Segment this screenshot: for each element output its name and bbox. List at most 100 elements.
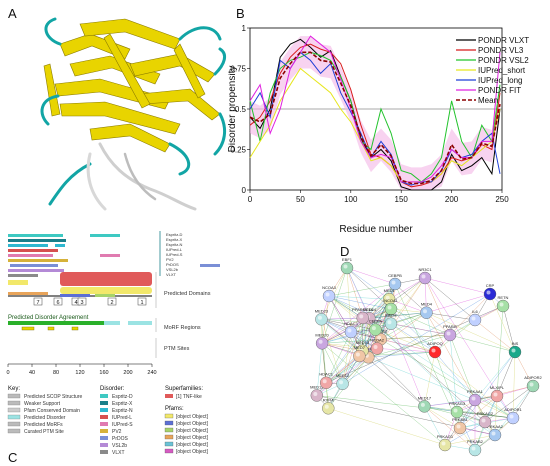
network-node-highlight [373, 344, 378, 349]
network-edge [321, 319, 327, 383]
network-edge [449, 334, 458, 413]
disorder-label: Espritz-N [112, 408, 133, 414]
key-swatch [7, 421, 21, 427]
predictor-bars [8, 234, 220, 277]
network-edge [328, 295, 392, 310]
network-node-highlight [529, 382, 534, 387]
network-edge [322, 343, 378, 349]
network-edge [390, 323, 436, 353]
network-edge [368, 351, 436, 358]
network-edge [390, 308, 451, 336]
pfam-swatch [164, 427, 174, 433]
network-edge [394, 283, 427, 313]
c-axis-tick-label: 240 [147, 370, 156, 376]
network-edge [394, 283, 461, 429]
network-edge [326, 331, 352, 383]
domain-number-box [137, 297, 147, 306]
network-node-highlight [471, 446, 476, 451]
domain-number: 2 [110, 300, 113, 306]
network-edge [390, 308, 436, 353]
section-predicted-domains: Predicted Domains [164, 291, 211, 297]
network-node [506, 411, 520, 425]
network-edge [424, 277, 476, 321]
network-node-highlight [421, 274, 426, 279]
network-node-label: PRKAG3 [449, 401, 466, 406]
network-edge [380, 312, 427, 340]
network-edge [426, 312, 516, 353]
network-node-highlight [499, 302, 504, 307]
network-edge [474, 351, 516, 401]
network-edge [322, 308, 392, 344]
disorder-swatch [100, 394, 108, 398]
network-edge [449, 334, 476, 401]
network-node [418, 400, 431, 413]
network-node [420, 306, 433, 319]
network-edge [321, 343, 327, 383]
legend-label: PONDR VL3 [478, 46, 524, 55]
network-edge [424, 406, 461, 429]
disorder-label: PV2 [112, 429, 122, 435]
key-swatch [7, 400, 21, 406]
disorder-domain-map: Espritz-DEspritz-XEspritz-NIUPred-LIUPre… [6, 231, 220, 456]
network-node [384, 317, 398, 330]
network-node-label: NCOA2 [370, 337, 385, 342]
network-node-label: RXRA [323, 397, 334, 402]
network-edge [424, 277, 451, 336]
network-node-highlight [339, 380, 344, 385]
domain-number-box [107, 297, 117, 306]
network-node-label: ADIPOR2 [524, 375, 542, 380]
network-node-highlight [471, 316, 476, 321]
network-node-label: HDAC3 [344, 321, 358, 326]
network-node-label: PRKAA1 [467, 389, 484, 394]
key-swatch [7, 414, 21, 420]
network-node [340, 261, 354, 275]
network-node-highlight [347, 328, 352, 333]
network-node-highlight [511, 348, 516, 353]
predictor-label: VSL2b [166, 267, 179, 272]
network-node-label: CRP [486, 283, 495, 288]
protein-structure-image [40, 17, 227, 211]
key-label: Pfam Conserved Domain [24, 408, 80, 414]
network-node-highlight [431, 348, 436, 353]
panel-label-c: C [8, 450, 18, 465]
pfam-label: [object Object] [176, 442, 209, 448]
x-tick-label: 200 [445, 195, 459, 204]
network-node [315, 337, 329, 350]
network-edge [459, 395, 498, 429]
network-edge [424, 277, 491, 295]
network-node [468, 443, 482, 457]
network-node [490, 389, 504, 403]
network-edge [389, 299, 427, 313]
network-edge [459, 351, 516, 429]
network-node [369, 323, 382, 336]
c-axis-tick-label: 160 [99, 370, 108, 376]
network-edge [424, 406, 514, 419]
x-tick-label: 50 [296, 195, 305, 204]
network-node [468, 313, 482, 327]
key-swatch [7, 393, 21, 399]
network-edge [369, 318, 496, 436]
predictor-label: Espritz-X [166, 237, 183, 242]
key-label: Predicted SCOP Structure [24, 394, 82, 400]
network-edge [424, 351, 436, 407]
network-node [388, 277, 402, 291]
network-edge [346, 267, 363, 318]
y-axis-label: Disorder propensity [228, 66, 238, 153]
key-label: Weaker Support [24, 401, 61, 407]
predictor-label: PrDOS [166, 262, 179, 267]
network-node-label: MED17 [418, 395, 432, 400]
superfamily-swatch [165, 394, 173, 398]
network-node [319, 376, 333, 389]
beta-sheets [43, 18, 221, 153]
network-edge [322, 343, 363, 351]
network-edge [326, 355, 360, 383]
domain-number-box [33, 297, 43, 306]
pfam-swatch [164, 413, 174, 419]
network-node [322, 289, 336, 303]
network-node [344, 325, 358, 339]
network-edge [321, 343, 446, 446]
network-node-highlight [343, 264, 348, 269]
network-edge [390, 323, 514, 419]
network-node-highlight [317, 315, 322, 320]
network-edge [321, 319, 391, 324]
